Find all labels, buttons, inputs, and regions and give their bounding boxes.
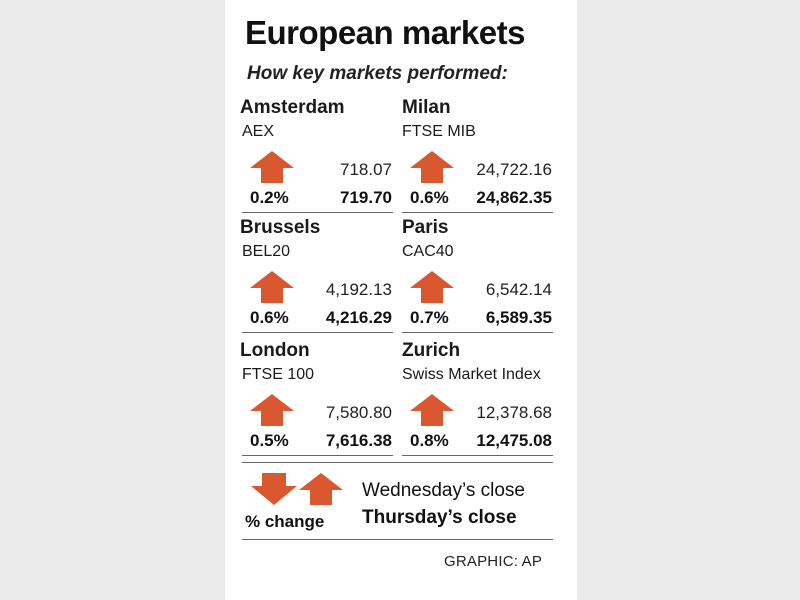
market-index-name: AEX: [242, 123, 275, 140]
market-city: Amsterdam: [240, 97, 345, 118]
credit-divider: [242, 539, 553, 540]
market-wednesday-close: 24,722.16: [476, 160, 552, 179]
arrow-down-icon: [251, 473, 297, 505]
market-wednesday-close: 7,580.80: [325, 403, 392, 422]
market-divider: [242, 212, 393, 213]
market-city: Brussels: [240, 217, 321, 238]
market-thursday-close: 24,862.35: [476, 188, 552, 207]
legend-pct-change-label: % change: [245, 512, 325, 531]
market-pct-change: 0.6%: [250, 308, 289, 327]
market-pct-change: 0.5%: [250, 431, 289, 450]
legend-thursday-close-label: Thursday’s close: [362, 507, 517, 528]
market-thursday-close: 6,589.35: [485, 308, 552, 327]
market-pct-change: 0.8%: [410, 431, 449, 450]
market-panel-amsterdam: Amsterdam AEX 718.07 0.2% 719.70: [240, 97, 394, 213]
market-divider: [402, 212, 553, 213]
market-divider: [242, 455, 393, 456]
graphic-card: European markets How key markets perform…: [225, 0, 577, 600]
market-divider: [402, 455, 553, 456]
market-panel-zurich: Zurich Swiss Market Index 12,378.68 0.8% 12,…: [402, 340, 554, 456]
market-wednesday-close: 12,378.68: [476, 403, 552, 422]
market-city: Milan: [402, 97, 451, 118]
market-pct-change: 0.7%: [410, 308, 449, 327]
market-index-name: FTSE 100: [242, 366, 315, 383]
arrow-up-icon: [410, 151, 454, 183]
chart-title: European markets: [245, 14, 525, 51]
market-wednesday-close: 4,192.13: [325, 280, 392, 299]
market-panel-london: London FTSE 100 7,580.80 0.5% 7,616.38: [240, 340, 394, 456]
market-pct-change: 0.6%: [410, 188, 449, 207]
market-divider: [402, 332, 553, 333]
market-city: Zurich: [402, 340, 461, 361]
market-panel-brussels: Brussels BEL20 4,192.13 0.6% 4,216.29: [240, 217, 394, 333]
market-thursday-close: 12,475.08: [476, 431, 552, 450]
arrow-up-icon: [410, 271, 454, 303]
market-city: Paris: [402, 217, 449, 238]
arrow-up-icon: [410, 394, 454, 426]
market-index-name: BEL20: [242, 243, 291, 260]
market-index-name: CAC40: [402, 243, 454, 260]
market-thursday-close: 4,216.29: [325, 308, 392, 327]
market-pct-change: 0.2%: [250, 188, 289, 207]
market-thursday-close: 719.70: [340, 188, 392, 207]
market-divider: [242, 332, 393, 333]
arrow-up-icon: [250, 151, 294, 183]
arrow-up-icon: [250, 271, 294, 303]
market-index-name: FTSE MIB: [402, 123, 476, 140]
arrow-up-icon: [299, 473, 343, 505]
market-thursday-close: 7,616.38: [325, 431, 392, 450]
arrow-up-icon: [250, 394, 294, 426]
market-city: London: [240, 340, 310, 361]
legend-wednesday-close-label: Wednesday’s close: [362, 480, 526, 501]
legend-top-divider: [242, 462, 553, 463]
market-index-name: Swiss Market Index: [402, 366, 541, 383]
market-wednesday-close: 718.07: [340, 160, 392, 179]
credit-label: GRAPHIC: AP: [444, 553, 543, 570]
chart-subtitle: How key markets performed:: [247, 63, 508, 84]
market-panel-paris: Paris CAC40 6,542.14 0.7% 6,589.35: [402, 217, 554, 333]
market-wednesday-close: 6,542.14: [485, 280, 552, 299]
market-panel-milan: Milan FTSE MIB 24,722.16 0.6% 24,862.35: [402, 97, 554, 213]
